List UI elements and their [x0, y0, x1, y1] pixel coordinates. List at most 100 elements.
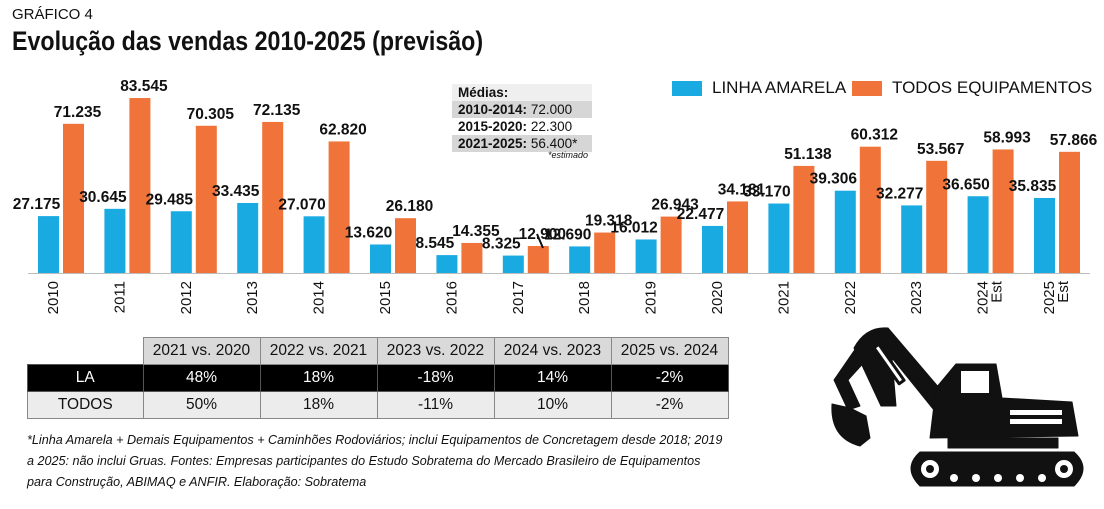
bar-linha-amarela: [834, 190, 856, 273]
data-label-la: 36.650: [942, 176, 989, 193]
legend-linha-amarela: LINHA AMARELA: [672, 78, 846, 98]
bar-todos-equipamentos: [793, 165, 815, 273]
average-value: 72.000: [530, 102, 573, 117]
comparison-header: 2023 vs. 2022: [376, 337, 495, 365]
bar-linha-amarela: [702, 225, 723, 273]
bar-todos-equipamentos: [262, 121, 284, 273]
chart-kicker: GRÁFICO 4: [12, 6, 93, 23]
bar-todos-equipamentos: [195, 125, 217, 273]
bar-todos-equipamentos: [527, 245, 549, 273]
legend-swatch-todos: [852, 80, 882, 96]
comparison-header: 2021 vs. 2020: [142, 337, 261, 365]
x-tick-label: 2025: [1041, 281, 1058, 314]
data-label-la: 27.070: [278, 196, 325, 213]
data-label-todos: 12.900: [519, 226, 566, 243]
bar-linha-amarela: [901, 205, 923, 273]
data-label-la: 12.690: [544, 226, 591, 243]
x-tick-label: 2013: [244, 281, 261, 314]
comparison-row-label: LA: [27, 364, 144, 392]
data-label-la: 8.545: [416, 235, 455, 252]
comparison-cell: 50%: [142, 391, 261, 419]
footnote: *Linha Amarela + Demais Equipamentos + C…: [27, 433, 723, 489]
average-period: 2015-2020:: [458, 119, 528, 134]
x-tick-label: 2024: [975, 281, 992, 314]
data-label-todos: 26.180: [386, 198, 433, 215]
x-tick-label: Est: [1055, 280, 1072, 303]
comparison-header-row: 2021 vs. 2020 2022 vs. 2021 2023 vs. 202…: [27, 337, 729, 365]
comparison-corner-cell: [27, 337, 143, 365]
annotation-slash: [536, 233, 544, 249]
bar-chart: 27.175 71.235 2010 30.645 83.545 2011 29.485 70…: [13, 78, 1098, 314]
x-tick-label: 2016: [443, 281, 460, 314]
comparison-row-la: LA 48% 18% -18% 14% -2%: [27, 364, 729, 392]
data-label-todos: 58.993: [983, 129, 1031, 146]
average-row: 2021-2025: 56.400*: [452, 135, 592, 152]
data-label-la: 33.170: [743, 184, 790, 201]
bar-todos-equipamentos: [594, 232, 616, 273]
comparison-cell: 14%: [493, 364, 612, 392]
comparison-row-todos: TODOS 50% 18% -11% 10% -2%: [27, 391, 729, 419]
average-row: 2015-2020: 22.300: [452, 118, 592, 135]
data-label-todos: 83.545: [120, 78, 168, 95]
average-value: 22.300: [530, 119, 573, 134]
data-label-todos: 14.355: [452, 223, 500, 240]
data-label-todos: 62.820: [319, 121, 366, 138]
bar-linha-amarela: [502, 255, 524, 273]
x-tick-label: 2022: [842, 281, 859, 314]
bar-linha-amarela: [569, 246, 591, 273]
bar-todos-equipamentos: [63, 123, 84, 273]
data-label-la: 8.325: [482, 236, 521, 253]
data-label-todos: 57.866: [1050, 132, 1098, 149]
data-label-todos: 26.943: [651, 197, 699, 214]
bar-todos-equipamentos: [328, 141, 350, 273]
bar-todos-equipamentos: [1059, 151, 1080, 273]
legend-label-la: LINHA AMARELA: [712, 78, 847, 97]
comparison-cell: 10%: [493, 391, 612, 419]
data-label-la: 33.435: [212, 183, 260, 200]
data-label-todos: 70.305: [187, 106, 235, 123]
comparison-cell: -11%: [376, 391, 495, 419]
comparison-header: 2025 vs. 2024: [610, 337, 729, 365]
comparison-cell: -18%: [376, 364, 495, 392]
x-tick-label: 2010: [45, 281, 62, 314]
x-tick-label: 2021: [775, 281, 792, 314]
comparison-table: 2021 vs. 2020 2022 vs. 2021 2023 vs. 202…: [27, 337, 729, 419]
bar-linha-amarela: [967, 196, 989, 273]
bar-linha-amarela: [104, 208, 126, 273]
data-label-la: 30.645: [79, 189, 127, 206]
excavator-icon: [831, 327, 1084, 487]
data-label-la: 29.485: [146, 191, 194, 208]
comparison-cell: -2%: [610, 391, 729, 419]
bar-linha-amarela: [38, 216, 59, 273]
x-tick-label: 2020: [709, 281, 726, 314]
bar-linha-amarela: [635, 239, 657, 273]
x-tick-label: Est: [989, 280, 1006, 303]
data-label-todos: 53.567: [917, 141, 964, 158]
data-label-todos: 71.235: [54, 104, 102, 121]
bar-linha-amarela: [370, 244, 391, 273]
data-label-la: 22.477: [677, 206, 724, 223]
bar-todos-equipamentos: [129, 98, 151, 274]
comparison-cell: -2%: [610, 364, 729, 392]
bar-linha-amarela: [436, 255, 458, 273]
bar-todos-equipamentos: [660, 216, 682, 273]
average-period: 2010-2014:: [458, 102, 528, 117]
legend-label-todos: TODOS EQUIPAMENTOS: [892, 78, 1093, 97]
comparison-cell: 18%: [259, 364, 378, 392]
x-tick-label: 2018: [576, 281, 593, 314]
data-label-todos: 51.138: [784, 146, 832, 163]
average-value: 56.400*: [530, 136, 578, 151]
averages-heading: Médias:: [452, 84, 592, 101]
average-row: 2010-2014: 72.000: [452, 101, 592, 118]
chart-title: Evolução das vendas 2010-2025 (previsão): [12, 26, 484, 56]
data-label-todos: 34.181: [718, 181, 766, 198]
bar-todos-equipamentos: [859, 146, 881, 273]
data-label-la: 32.277: [876, 185, 923, 202]
comparison-cell: 18%: [259, 391, 378, 419]
bar-todos-equipamentos: [461, 242, 483, 273]
comparison-header: 2022 vs. 2021: [259, 337, 378, 365]
x-tick-label: 2015: [377, 281, 394, 314]
data-label-la: 35.835: [1009, 178, 1057, 195]
x-tick-label: 2014: [311, 281, 328, 314]
data-label-todos: 19.318: [585, 213, 633, 230]
